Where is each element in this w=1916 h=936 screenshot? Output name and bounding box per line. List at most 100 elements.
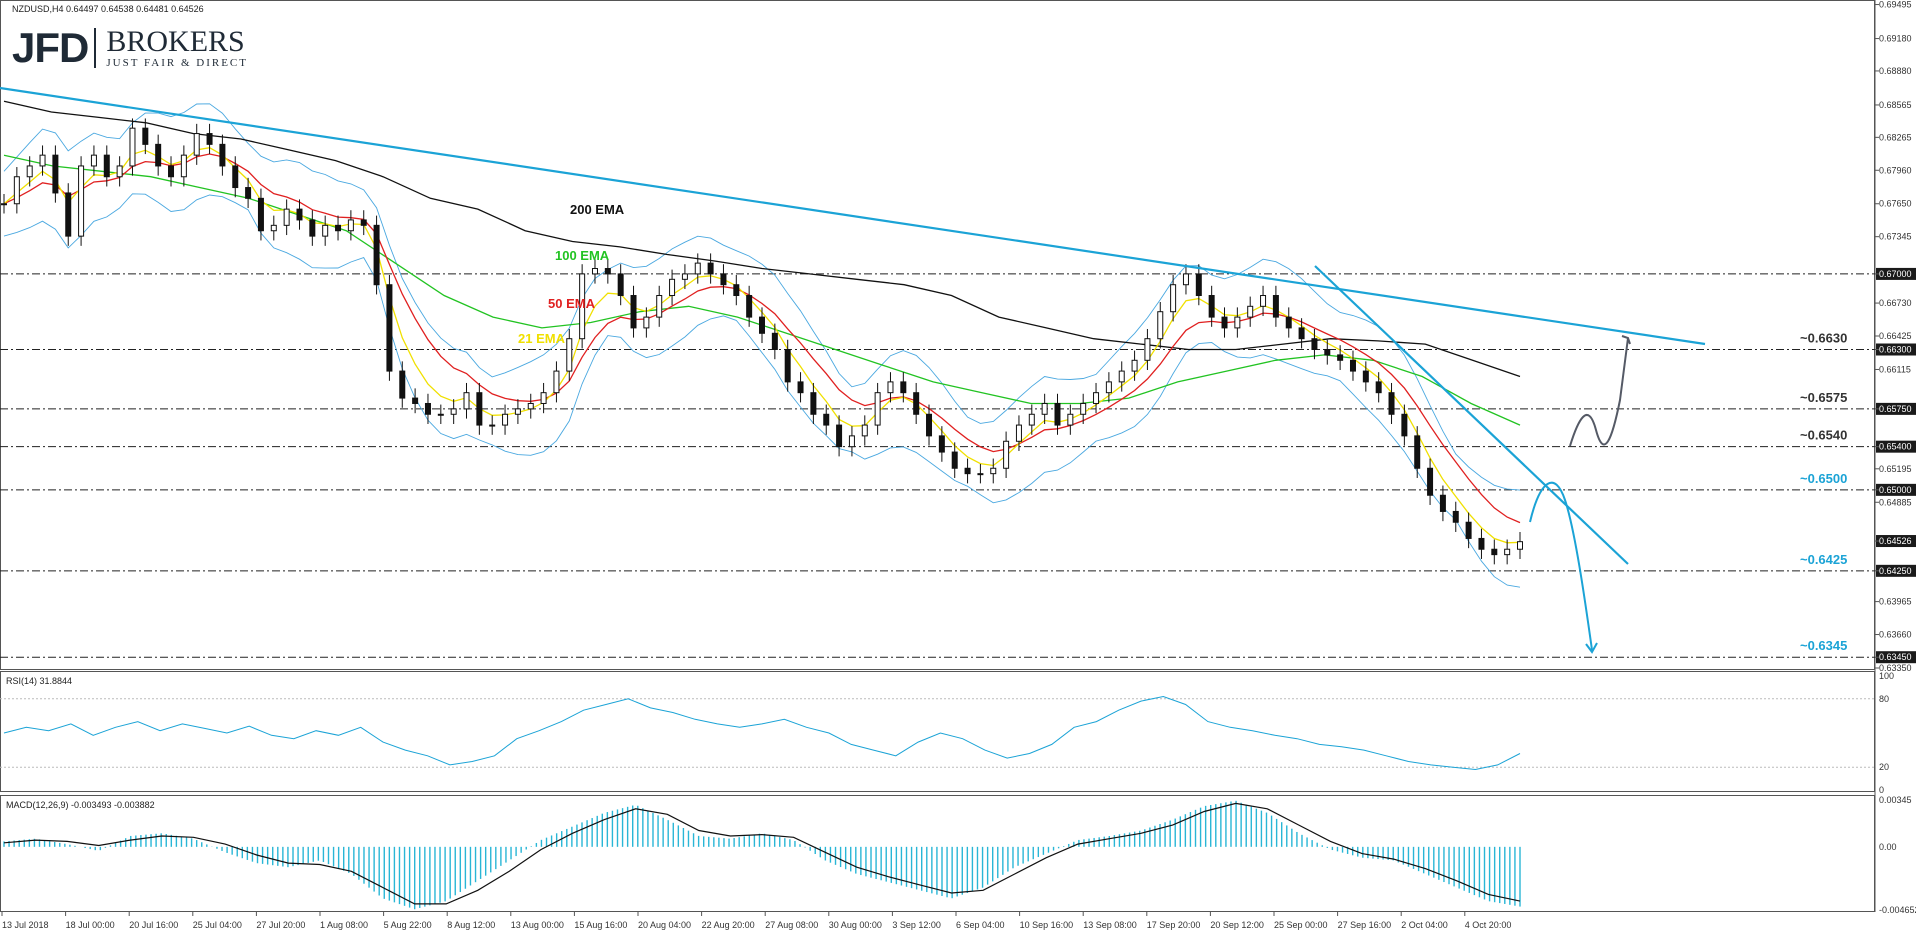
macd-signal-line <box>3 802 1521 905</box>
trendlines <box>0 86 1706 565</box>
candle-body <box>424 402 431 415</box>
candle-body <box>1208 295 1215 318</box>
price-tick: 0.69495 <box>1879 0 1912 10</box>
candle-body <box>771 332 778 350</box>
candle-body <box>1298 327 1305 340</box>
candle-body <box>26 165 33 178</box>
candle-body <box>527 402 534 410</box>
price-tick: 0.68565 <box>1879 100 1912 110</box>
candle-body <box>579 273 586 340</box>
price-tick: 0.66425 <box>1879 331 1912 341</box>
candle-body <box>437 413 444 416</box>
x-tick-label: 4 Oct 20:00 <box>1465 920 1512 930</box>
x-tick-label: 18 Jul 00:00 <box>66 920 115 930</box>
price-tick-highlight <box>1876 402 1916 415</box>
candle-body <box>1067 413 1074 426</box>
x-tick-label: 27 Sep 16:00 <box>1338 920 1392 930</box>
scenario-arrows <box>1529 335 1631 654</box>
price-tick: 0.68880 <box>1879 66 1912 76</box>
macd-axis-ticks: 0.00345 0.00 -0.004652 <box>1879 795 1916 915</box>
price-tick: 0.65000 <box>1879 485 1912 495</box>
macd-tick: 0.00 <box>1879 842 1897 852</box>
candle-body <box>951 451 958 469</box>
candle-body <box>836 424 843 448</box>
candle-body <box>1414 435 1421 469</box>
price-tick: 0.66115 <box>1879 364 1911 374</box>
candle-body <box>823 413 830 426</box>
x-tick-label: 13 Aug 00:00 <box>511 920 564 930</box>
logo-brand: JFD <box>12 24 89 71</box>
price-tick: 0.67000 <box>1879 269 1912 279</box>
level-label: ~0.6345 <box>1800 638 1847 653</box>
candle-body <box>746 295 753 318</box>
bollinger-bands <box>3 103 1521 588</box>
candle-body <box>1015 424 1022 442</box>
candle-body <box>1401 413 1408 437</box>
candle-body <box>129 127 136 167</box>
candle-body <box>155 143 162 167</box>
level-label: ~0.6630 <box>1800 330 1847 345</box>
candle-body <box>617 273 624 297</box>
candle-body <box>977 473 984 476</box>
candle-body <box>180 154 187 178</box>
candle-body <box>1465 521 1472 539</box>
candle-body <box>502 413 509 426</box>
candle-body <box>1093 392 1100 404</box>
candle-body <box>1054 402 1061 426</box>
price-tick-highlight <box>1876 267 1916 280</box>
candle-body <box>1247 305 1254 318</box>
x-tick-label: 17 Sep 20:00 <box>1147 920 1201 930</box>
candlesticks <box>1 118 1523 565</box>
up-arrow-head <box>1621 335 1631 345</box>
candle-body <box>1221 316 1228 329</box>
x-tick-label: 15 Aug 16:00 <box>574 920 627 930</box>
candle-body <box>386 284 393 372</box>
candle-body <box>65 192 72 237</box>
candle-body <box>848 435 855 448</box>
candle-body <box>1452 510 1459 523</box>
candle-body <box>900 381 907 394</box>
macd-series <box>3 800 1521 910</box>
candle-body <box>103 154 110 178</box>
ema-label: 100 EMA <box>555 248 610 263</box>
candle-body <box>347 219 354 232</box>
candle-body <box>1118 370 1125 383</box>
jfd-logo: JFD BROKERS JUST FAIR & DIRECT <box>12 24 248 72</box>
macd-tick: -0.004652 <box>1879 905 1916 915</box>
price-tick-highlight <box>1876 564 1916 577</box>
candle-body <box>591 268 598 275</box>
price-tick: 0.63450 <box>1879 652 1912 662</box>
candle-body <box>630 295 637 329</box>
level-label: ~0.6540 <box>1800 428 1847 443</box>
price-tick: 0.67345 <box>1879 232 1912 242</box>
price-tick: 0.67650 <box>1879 199 1912 209</box>
rsi-panel <box>0 671 1875 792</box>
candle-body <box>887 381 894 394</box>
candle-body <box>1439 494 1446 512</box>
price-tick-highlight <box>1876 483 1916 496</box>
ema-50-line <box>3 153 1521 524</box>
logo-divider <box>94 28 97 68</box>
bollinger-lower <box>3 193 1521 588</box>
time-axis: 13 Jul 2018 18 Jul 00:00 20 Jul 16:00 25 Ju… <box>1 912 1512 930</box>
x-tick-label: 10 Sep 16:00 <box>1020 920 1074 930</box>
candle-body <box>1478 537 1485 550</box>
candle-body <box>759 316 765 334</box>
candle-body <box>1375 381 1382 394</box>
candle-body <box>707 262 714 275</box>
candle-body <box>450 408 457 415</box>
price-tick: 0.63350 <box>1879 663 1912 673</box>
x-tick-label: 3 Sep 12:00 <box>892 920 941 930</box>
candle-body <box>142 127 149 145</box>
candle-body <box>90 154 97 167</box>
candle-body <box>964 467 971 475</box>
level-labels: ~0.6630 ~0.6575 ~0.6540 ~0.6500 ~0.6425 ~0.63… <box>1800 330 1847 653</box>
candle-body <box>168 165 175 178</box>
price-tick: 0.66300 <box>1879 344 1912 354</box>
ema-200-line <box>3 100 1521 378</box>
candle-body <box>270 224 277 232</box>
rsi-line <box>3 695 1521 771</box>
x-tick-label: 20 Jul 16:00 <box>129 920 178 930</box>
ema-label: 200 EMA <box>570 202 625 217</box>
candle-body <box>360 219 367 226</box>
